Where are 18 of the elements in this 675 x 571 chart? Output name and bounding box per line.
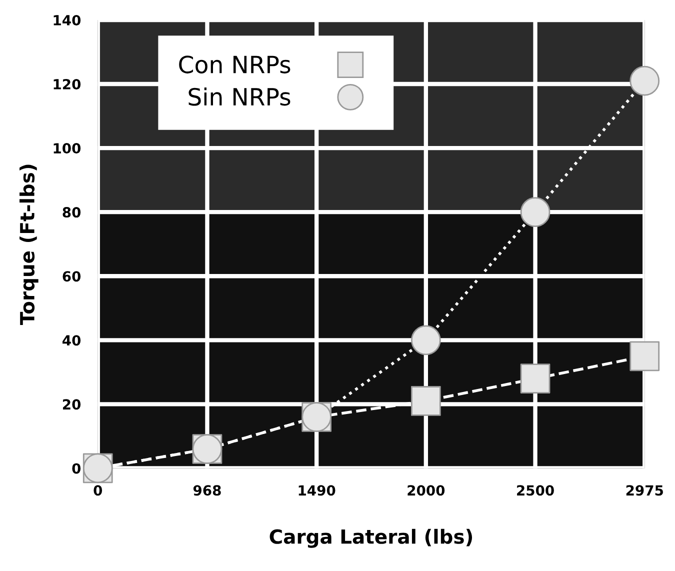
y-tick-label: 100 [54, 143, 81, 154]
y-tick-label: 120 [54, 78, 81, 90]
y-tick-label: 80 [62, 207, 81, 218]
legend-label: Sin NRPs [188, 87, 290, 106]
x-tick-label: 0 [94, 485, 102, 496]
x-tick-label: 1490 [298, 485, 336, 496]
y-tick-label: 0 [72, 463, 81, 474]
x-tick-label: 968 [193, 485, 221, 496]
y-tick-label: 20 [62, 399, 81, 410]
y-tick-label: 140 [54, 14, 81, 26]
x-tick-label: 2975 [626, 485, 663, 496]
y-axis-title: Torque (Ft-lbs) [20, 164, 38, 325]
y-tick-label: 40 [62, 335, 81, 346]
y-tick-label: 60 [62, 271, 81, 282]
x-tick-label: 2000 [408, 485, 445, 496]
x-tick-label: 2500 [517, 485, 554, 496]
x-axis-title: Carga Lateral (lbs) [270, 528, 472, 548]
legend-label: Con NRPs [179, 56, 290, 74]
